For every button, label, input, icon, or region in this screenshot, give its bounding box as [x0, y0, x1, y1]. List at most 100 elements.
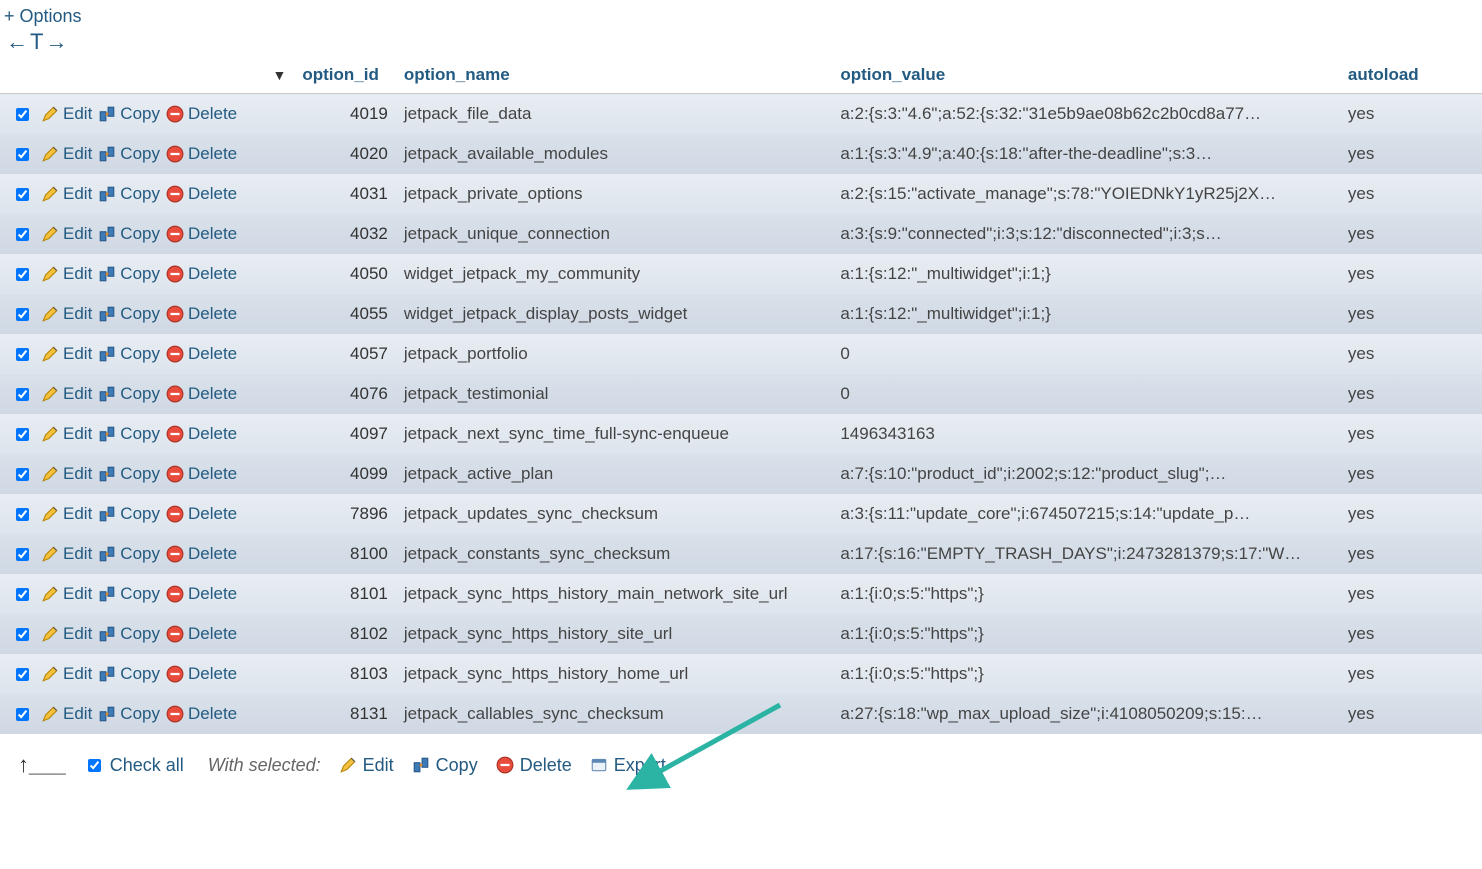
row-checkbox[interactable] — [16, 428, 29, 441]
pencil-icon — [41, 145, 59, 163]
pencil-icon — [41, 505, 59, 523]
copy-button[interactable]: Copy — [98, 504, 160, 524]
edit-button[interactable]: Edit — [41, 544, 92, 564]
check-all[interactable]: Check all — [84, 755, 184, 776]
edit-button[interactable]: Edit — [41, 464, 92, 484]
bulk-delete-button[interactable]: Delete — [496, 755, 572, 776]
copy-icon — [98, 625, 116, 643]
row-checkbox[interactable] — [16, 468, 29, 481]
delete-button[interactable]: Delete — [166, 384, 237, 404]
col-option-name[interactable]: option_name — [396, 59, 832, 94]
copy-button[interactable]: Copy — [98, 384, 160, 404]
edit-button[interactable]: Edit — [41, 584, 92, 604]
edit-button[interactable]: Edit — [41, 704, 92, 724]
row-checkbox[interactable] — [16, 708, 29, 721]
bulk-copy-button[interactable]: Copy — [412, 755, 478, 776]
delete-button[interactable]: Delete — [166, 304, 237, 324]
delete-button[interactable]: Delete — [166, 464, 237, 484]
delete-button[interactable]: Delete — [166, 424, 237, 444]
copy-icon — [98, 105, 116, 123]
copy-button[interactable]: Copy — [98, 344, 160, 364]
row-checkbox[interactable] — [16, 148, 29, 161]
sort-caret-icon[interactable]: ▼ — [273, 67, 287, 83]
cell-autoload: yes — [1340, 214, 1482, 254]
bulk-edit-button[interactable]: Edit — [339, 755, 394, 776]
browse-right-icon[interactable]: → — [45, 29, 67, 55]
delete-button[interactable]: Delete — [166, 104, 237, 124]
cell-option-name: jetpack_available_modules — [396, 134, 832, 174]
row-checkbox[interactable] — [16, 628, 29, 641]
cell-option-id: 8100 — [294, 534, 396, 574]
edit-button[interactable]: Edit — [41, 104, 92, 124]
edit-button[interactable]: Edit — [41, 384, 92, 404]
options-toggle[interactable]: + Options — [0, 4, 1482, 27]
copy-button[interactable]: Copy — [98, 104, 160, 124]
delete-label: Delete — [188, 144, 237, 164]
row-checkbox[interactable] — [16, 348, 29, 361]
delete-button[interactable]: Delete — [166, 664, 237, 684]
copy-button[interactable]: Copy — [98, 464, 160, 484]
edit-button[interactable]: Edit — [41, 224, 92, 244]
delete-button[interactable]: Delete — [166, 544, 237, 564]
row-checkbox[interactable] — [16, 548, 29, 561]
row-checkbox[interactable] — [16, 108, 29, 121]
delete-button[interactable]: Delete — [166, 624, 237, 644]
browse-left-icon[interactable]: ← — [6, 29, 28, 55]
delete-icon — [166, 185, 184, 203]
cell-option-name: jetpack_sync_https_history_main_network_… — [396, 574, 832, 614]
row-checkbox[interactable] — [16, 268, 29, 281]
cell-option-id: 8103 — [294, 654, 396, 694]
delete-button[interactable]: Delete — [166, 584, 237, 604]
delete-button[interactable]: Delete — [166, 264, 237, 284]
copy-button[interactable]: Copy — [98, 704, 160, 724]
copy-button[interactable]: Copy — [98, 304, 160, 324]
edit-button[interactable]: Edit — [41, 624, 92, 644]
edit-button[interactable]: Edit — [41, 144, 92, 164]
copy-button[interactable]: Copy — [98, 264, 160, 284]
edit-button[interactable]: Edit — [41, 424, 92, 444]
copy-button[interactable]: Copy — [98, 624, 160, 644]
copy-label: Copy — [120, 104, 160, 124]
edit-label: Edit — [63, 424, 92, 444]
delete-button[interactable]: Delete — [166, 704, 237, 724]
copy-button[interactable]: Copy — [98, 144, 160, 164]
col-autoload[interactable]: autoload — [1340, 59, 1482, 94]
cell-option-name: jetpack_callables_sync_checksum — [396, 694, 832, 734]
copy-button[interactable]: Copy — [98, 544, 160, 564]
cell-autoload: yes — [1340, 574, 1482, 614]
row-checkbox[interactable] — [16, 588, 29, 601]
copy-label: Copy — [120, 344, 160, 364]
bulk-export-button[interactable]: Export — [590, 755, 666, 776]
edit-button[interactable]: Edit — [41, 344, 92, 364]
row-checkbox[interactable] — [16, 188, 29, 201]
copy-button[interactable]: Copy — [98, 664, 160, 684]
cell-option-value: a:1:{s:12:"_multiwidget";i:1;} — [832, 254, 1340, 294]
table-row: EditCopyDelete8103jetpack_sync_https_his… — [0, 654, 1482, 694]
edit-button[interactable]: Edit — [41, 304, 92, 324]
cell-autoload: yes — [1340, 334, 1482, 374]
copy-button[interactable]: Copy — [98, 184, 160, 204]
check-all-checkbox[interactable] — [88, 759, 101, 772]
delete-button[interactable]: Delete — [166, 504, 237, 524]
col-option-value[interactable]: option_value — [832, 59, 1340, 94]
table-row: EditCopyDelete4050widget_jetpack_my_comm… — [0, 254, 1482, 294]
row-checkbox[interactable] — [16, 668, 29, 681]
row-checkbox[interactable] — [16, 228, 29, 241]
edit-button[interactable]: Edit — [41, 664, 92, 684]
cell-option-id: 4032 — [294, 214, 396, 254]
edit-button[interactable]: Edit — [41, 264, 92, 284]
delete-label: Delete — [188, 704, 237, 724]
copy-button[interactable]: Copy — [98, 224, 160, 244]
edit-button[interactable]: Edit — [41, 184, 92, 204]
delete-button[interactable]: Delete — [166, 224, 237, 244]
row-checkbox[interactable] — [16, 308, 29, 321]
copy-button[interactable]: Copy — [98, 584, 160, 604]
delete-button[interactable]: Delete — [166, 184, 237, 204]
delete-button[interactable]: Delete — [166, 144, 237, 164]
row-checkbox[interactable] — [16, 508, 29, 521]
edit-button[interactable]: Edit — [41, 504, 92, 524]
col-option-id[interactable]: option_id — [294, 59, 396, 94]
row-checkbox[interactable] — [16, 388, 29, 401]
copy-button[interactable]: Copy — [98, 424, 160, 444]
delete-button[interactable]: Delete — [166, 344, 237, 364]
